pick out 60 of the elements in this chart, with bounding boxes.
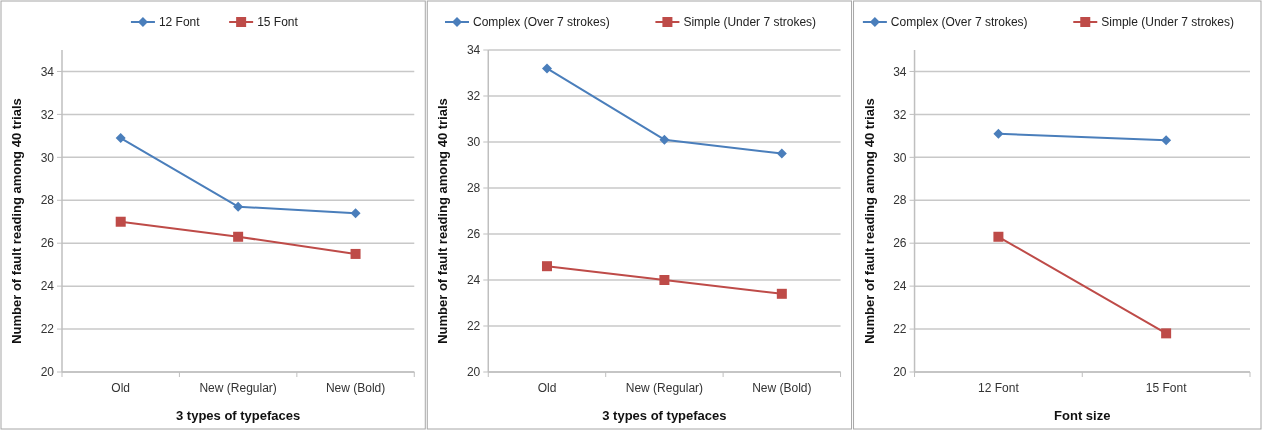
- x-tick-label: Old: [111, 381, 131, 395]
- y-axis-title: Number of fault reading among 40 trials: [9, 98, 24, 344]
- x-tick-label: 12 Font: [978, 381, 1020, 395]
- y-tick-label: 32: [893, 107, 907, 122]
- x-tick-label: New (Bold): [325, 381, 386, 395]
- y-tick-label: 34: [893, 64, 907, 79]
- legend-label: Complex (Over 7 strokes): [473, 15, 610, 30]
- y-tick-label: 30: [40, 150, 55, 165]
- y-tick-label: 26: [40, 236, 55, 251]
- point: [1161, 135, 1172, 146]
- y-tick-label: 32: [466, 89, 481, 104]
- point: [115, 133, 126, 144]
- x-tick-label: Old: [537, 381, 557, 395]
- y-tick-label: 26: [893, 236, 907, 251]
- x-tick-label: New (Bold): [752, 381, 812, 395]
- y-tick-label: 30: [893, 150, 907, 165]
- x-axis-title: Font size: [1054, 408, 1111, 423]
- y-tick-label: 24: [40, 279, 55, 294]
- y-tick-label: 20: [466, 365, 481, 380]
- x-axis-title: 3 types of typefaces: [602, 408, 727, 423]
- point: [1161, 328, 1172, 339]
- point: [659, 275, 670, 285]
- point: [350, 208, 361, 219]
- y-axis-title: Number of fault reading among 40 trials: [861, 98, 877, 344]
- y-tick-label: 24: [466, 273, 481, 288]
- point: [233, 231, 244, 242]
- y-axis-title: Number of fault reading among 40 trials: [435, 98, 451, 344]
- point: [541, 63, 552, 74]
- y-tick-label: 32: [40, 107, 55, 122]
- x-tick-label: New (Regular): [625, 381, 704, 395]
- legend-label: 12 Font: [158, 15, 201, 30]
- legend-label: Simple (Under 7 strokes): [1101, 15, 1234, 30]
- y-tick-label: 28: [40, 193, 55, 208]
- point: [659, 134, 670, 145]
- point: [115, 216, 126, 227]
- y-tick-label: 34: [466, 43, 481, 58]
- y-tick-label: 28: [466, 181, 481, 196]
- y-tick-label: 26: [466, 227, 481, 242]
- y-tick-label: 22: [466, 319, 481, 334]
- point: [776, 288, 787, 299]
- legend-label: Complex (Over 7 strokes): [890, 15, 1028, 30]
- y-tick-label: 22: [40, 322, 55, 337]
- point: [541, 261, 552, 272]
- point: [233, 201, 244, 212]
- y-tick-label: 20: [893, 365, 907, 380]
- x-tick-label: New (Regular): [199, 381, 277, 395]
- point: [350, 248, 361, 259]
- legend-label: Simple (Under 7 strokes): [683, 15, 817, 30]
- legend-label: 15 Font: [257, 15, 299, 30]
- point: [993, 128, 1004, 139]
- point: [993, 231, 1004, 242]
- y-tick-label: 34: [40, 64, 55, 79]
- y-tick-label: 30: [466, 135, 481, 150]
- x-axis-title: 3 types of typefaces: [175, 408, 301, 423]
- y-tick-label: 20: [40, 365, 55, 380]
- point: [776, 148, 787, 159]
- y-tick-label: 24: [893, 279, 907, 294]
- y-tick-label: 28: [893, 193, 907, 208]
- x-tick-label: 15 Font: [1145, 381, 1188, 395]
- y-tick-label: 22: [893, 322, 907, 337]
